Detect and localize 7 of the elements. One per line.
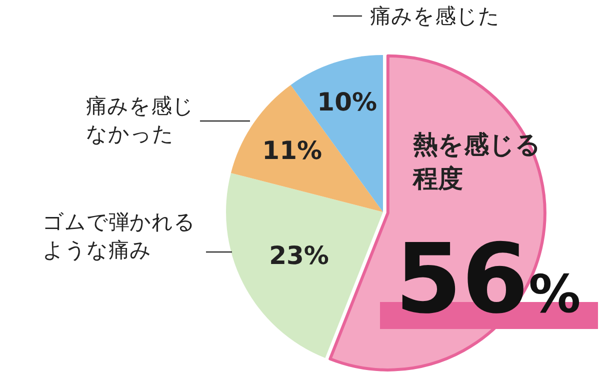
slice-label: 熱を感じる程度: [413, 129, 542, 195]
slice-label: 痛みを感じた: [370, 3, 500, 30]
data-label: 10%: [317, 88, 378, 117]
slice-label: ゴムで弾かれるような痛み: [42, 209, 196, 264]
data-label: 11%: [262, 136, 322, 166]
data-label: 23%: [269, 240, 329, 270]
slice-label: 痛みを感じなかった: [86, 93, 195, 148]
